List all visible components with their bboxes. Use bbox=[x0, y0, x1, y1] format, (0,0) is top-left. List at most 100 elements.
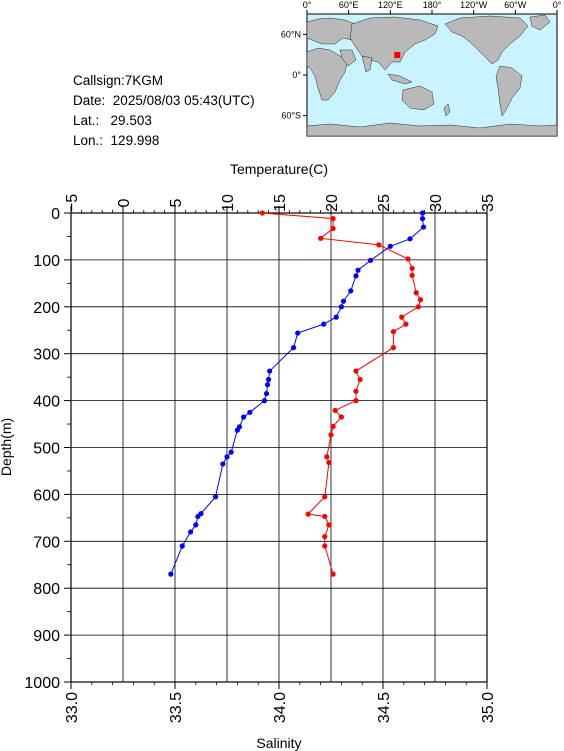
world-map: 0° 60°E 120°E 180° 120°W 60°W 0° 60°N 0° 60°S bbox=[281, 0, 562, 137]
land-indonesia bbox=[387, 73, 413, 85]
temperature-tick-label: 5 bbox=[168, 198, 185, 207]
depth-tick-label: 100 bbox=[33, 253, 60, 270]
temperature-tick-label: 15 bbox=[272, 194, 289, 212]
salinity-point bbox=[322, 494, 328, 500]
temperature-tick-label: 20 bbox=[324, 194, 341, 212]
temperature-point bbox=[264, 382, 271, 388]
salinity-point bbox=[376, 242, 382, 248]
salinity-point bbox=[390, 329, 396, 335]
map-longitude-label: 0° bbox=[553, 0, 562, 10]
depth-tick-label: 400 bbox=[33, 394, 60, 411]
temperature-point bbox=[224, 454, 230, 460]
land-australia bbox=[401, 85, 435, 111]
lon-value: 129.998 bbox=[110, 133, 160, 148]
land-india bbox=[361, 55, 373, 73]
date-label: Date: bbox=[73, 93, 106, 108]
lat-value: 29.503 bbox=[110, 113, 152, 128]
temperature-point bbox=[340, 298, 347, 304]
temperature-point bbox=[267, 368, 273, 374]
callsign-row: Callsign:7KGM bbox=[73, 71, 255, 91]
map-latitude-label: 60°N bbox=[281, 29, 301, 39]
salinity-point bbox=[330, 423, 336, 429]
salinity-point bbox=[353, 388, 359, 394]
salinity-axis: 33.0 33.5 34.0 34.5 35.0 bbox=[64, 682, 497, 723]
land-south-america bbox=[495, 65, 523, 117]
temperature-point bbox=[193, 522, 199, 528]
station-info: Callsign:7KGM Date: 2025/08/03 05:43(UTC… bbox=[73, 71, 255, 151]
date-row: Date: 2025/08/03 05:43(UTC) bbox=[73, 91, 255, 111]
temperature-point bbox=[321, 321, 327, 327]
callsign-label: Callsign: bbox=[73, 73, 125, 88]
salinity-tick-label: 34.5 bbox=[376, 692, 393, 723]
salinity-tick-label: 35.0 bbox=[480, 692, 497, 723]
salinity-point bbox=[326, 522, 332, 528]
salinity-point bbox=[322, 513, 328, 520]
map-longitude-label: 120°E bbox=[378, 0, 403, 10]
depth-tick-label: 600 bbox=[33, 487, 60, 504]
temperature-point bbox=[353, 273, 359, 279]
salinity-point bbox=[318, 235, 324, 241]
salinity-point bbox=[330, 571, 336, 577]
map-longitude-label: 120°W bbox=[460, 0, 488, 10]
map-latitude-label: 60°S bbox=[281, 111, 301, 121]
salinity-tick-label: 33.5 bbox=[168, 692, 185, 723]
salinity-point bbox=[324, 454, 330, 460]
salinity-tick-label: 33.0 bbox=[64, 692, 81, 723]
lat-row: Lat.: 29.503 bbox=[73, 111, 255, 131]
temperature-point bbox=[261, 398, 268, 404]
temperature-point bbox=[420, 224, 427, 230]
depth-tick-label: 900 bbox=[33, 628, 60, 645]
map-longitude-labels: 0° 60°E 120°E 180° 120°W 60°W 0° bbox=[303, 0, 562, 10]
chart-grid bbox=[71, 213, 487, 682]
land-north-america bbox=[444, 15, 529, 65]
temperature-point bbox=[247, 409, 253, 415]
temperature-point bbox=[234, 427, 240, 433]
temperature-point bbox=[212, 494, 219, 500]
salinity-point bbox=[326, 459, 332, 466]
lon-label: Lon.: bbox=[73, 133, 104, 148]
temperature-line bbox=[170, 213, 425, 575]
land-asia bbox=[349, 16, 439, 71]
date-value: 2025/08/03 05:43(UTC) bbox=[112, 93, 255, 108]
station-marker bbox=[394, 52, 401, 59]
salinity-point bbox=[322, 543, 328, 549]
depth-tick-label: 700 bbox=[33, 534, 60, 551]
plot-frame bbox=[70, 212, 488, 683]
temperature-tick-label: 10 bbox=[220, 194, 237, 212]
callsign-value: 7KGM bbox=[124, 73, 164, 88]
temperature-axis-label: Temperature(C) bbox=[230, 161, 328, 177]
salinity-point bbox=[409, 265, 415, 271]
temperature-point bbox=[333, 314, 339, 320]
temperature-point bbox=[419, 216, 426, 222]
temperature-point bbox=[367, 257, 374, 263]
depth-tick-label: 500 bbox=[33, 441, 60, 458]
temperature-point bbox=[263, 390, 270, 397]
map-longitude-label: 180° bbox=[423, 0, 442, 10]
salinity-line bbox=[262, 212, 421, 575]
temperature-point bbox=[290, 345, 297, 351]
temperature-tick-label: 25 bbox=[376, 194, 393, 212]
temperature-tick-label: 35 bbox=[480, 194, 497, 212]
map-frame-ticks bbox=[303, 10, 558, 117]
temperature-point bbox=[198, 511, 204, 517]
salinity-point bbox=[328, 432, 334, 438]
salinity-point bbox=[403, 321, 409, 327]
land-antarctica bbox=[306, 122, 558, 137]
salinity-point bbox=[413, 290, 419, 296]
temperature-point bbox=[228, 449, 234, 455]
salinity-point bbox=[332, 407, 338, 414]
temperature-point bbox=[195, 513, 201, 520]
temperature-point bbox=[387, 243, 393, 249]
salinity-point bbox=[417, 297, 424, 303]
chart-series bbox=[168, 210, 427, 577]
temperature-tick-label: −5 bbox=[64, 194, 81, 212]
map-longitude-label: 0° bbox=[303, 0, 312, 10]
temperature-point bbox=[241, 414, 247, 420]
salinity-point bbox=[415, 304, 421, 310]
temperature-point bbox=[295, 330, 301, 336]
depth-axis: 0 100 200 300 400 500 600 700 800 900 1000 bbox=[24, 206, 71, 692]
temperature-point bbox=[168, 571, 174, 577]
depth-tick-label: 0 bbox=[51, 206, 60, 223]
depth-tick-label: 200 bbox=[33, 300, 60, 317]
salinity-point bbox=[353, 368, 359, 374]
